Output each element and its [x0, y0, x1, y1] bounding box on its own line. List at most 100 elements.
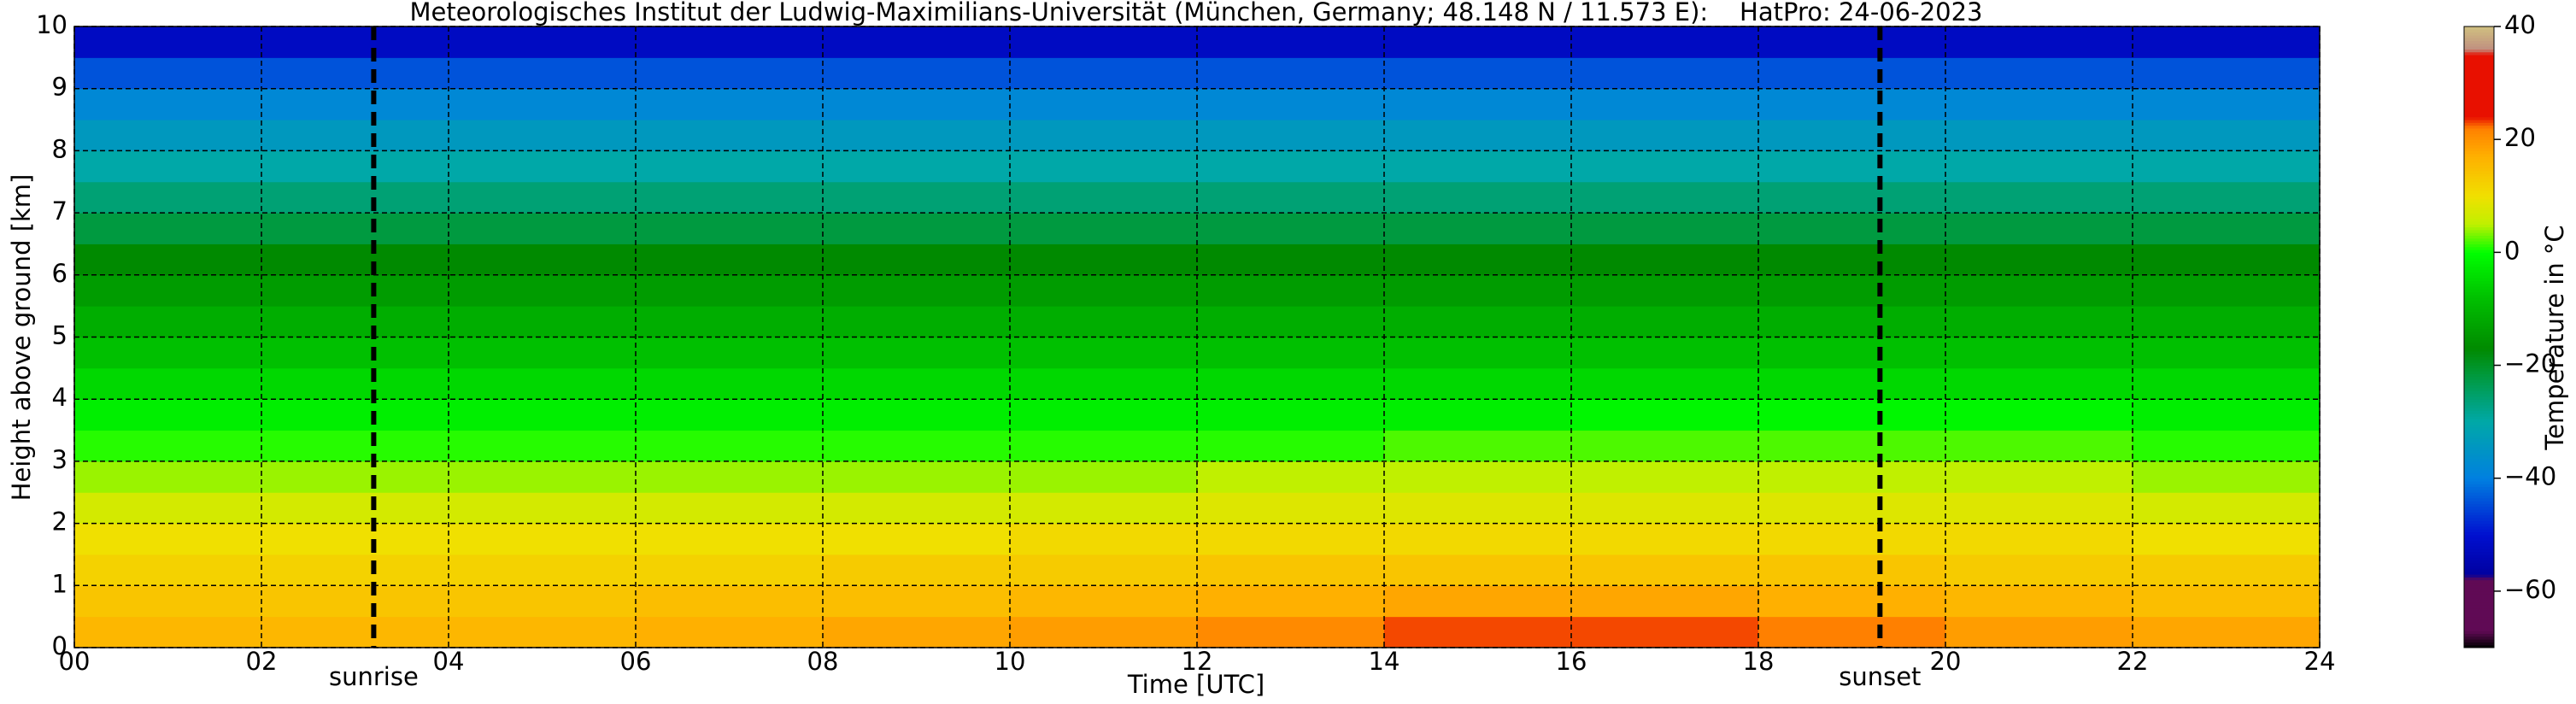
colorbar-cell [2464, 501, 2494, 504]
heatmap-cell [2133, 26, 2321, 58]
colorbar-cell [2464, 328, 2494, 332]
colorbar-cell [2464, 373, 2494, 378]
heatmap-cell [1571, 430, 1759, 462]
colorbar-cell [2464, 79, 2494, 84]
colorbar-cell [2464, 371, 2494, 374]
colorbar-cell [2464, 57, 2494, 62]
heatmap-cell [449, 585, 637, 618]
heatmap-cell [823, 306, 1011, 337]
heatmap-cell [1571, 274, 1759, 307]
heatmap-cell [1758, 26, 1946, 58]
heatmap-cell [2133, 57, 2321, 90]
colorbar-cell [2464, 46, 2494, 50]
heatmap-cell [1758, 430, 1946, 462]
colorbar-tick-label: 0 [2504, 236, 2520, 265]
colorbar-cell [2464, 173, 2494, 177]
colorbar-cell [2464, 198, 2494, 202]
heatmap-cell [636, 616, 824, 648]
heatmap-cell [1945, 26, 2133, 58]
colorbar-cell [2464, 596, 2494, 601]
heatmap-cell [1571, 554, 1759, 586]
heatmap-cell [74, 57, 262, 90]
heatmap-cell [636, 523, 824, 555]
colorbar-cell [2464, 294, 2494, 298]
colorbar-label: Temperature in °C [2540, 225, 2569, 450]
heatmap-cell [1571, 399, 1759, 431]
heatmap-cell [74, 399, 262, 431]
colorbar-cell [2464, 549, 2494, 553]
colorbar-cell [2464, 362, 2494, 367]
colorbar-cell [2464, 481, 2494, 484]
colorbar-cell [2464, 390, 2494, 395]
heatmap-cell [2133, 120, 2321, 151]
heatmap-cell [261, 150, 449, 183]
heatmap-cell [74, 213, 262, 244]
heatmap-cell [1945, 57, 2133, 90]
colorbar-cell [2464, 266, 2494, 270]
heatmap-cell [1758, 213, 1946, 244]
colorbar-cell [2464, 585, 2494, 590]
colorbar-cell [2464, 430, 2494, 434]
heatmap-cell [823, 523, 1011, 555]
x-tick-label: 06 [620, 647, 652, 676]
colorbar-cell [2464, 616, 2494, 620]
heatmap-cell [1945, 88, 2133, 120]
colorbar-cell [2464, 62, 2494, 67]
x-axis-label: Time [UTC] [1127, 670, 1265, 699]
heatmap-cell [2133, 367, 2321, 400]
heatmap-cell [2133, 243, 2321, 276]
colorbar-cell [2464, 512, 2494, 516]
heatmap-cell [1197, 120, 1385, 151]
heatmap-cell [1197, 399, 1385, 431]
colorbar-cell [2464, 116, 2494, 120]
heatmap-cell [1010, 554, 1198, 586]
colorbar-cell [2464, 308, 2494, 313]
colorbar-cell [2464, 204, 2494, 208]
colorbar-cell [2464, 125, 2494, 129]
colorbar-cell [2464, 348, 2494, 352]
colorbar-cell [2464, 34, 2494, 38]
colorbar-cell [2464, 286, 2494, 290]
colorbar-cell [2464, 413, 2494, 417]
colorbar-cell [2464, 497, 2494, 502]
colorbar-cell [2464, 644, 2494, 648]
colorbar-cell [2464, 438, 2494, 443]
heatmap-cell [1010, 150, 1198, 183]
heatmap-cell [74, 616, 262, 648]
heatmap-cell [823, 57, 1011, 90]
y-tick-label: 3 [52, 445, 67, 474]
heatmap-cell [74, 120, 262, 151]
x-tick-label: 04 [433, 647, 465, 676]
x-tick-label: 20 [1930, 647, 1962, 676]
colorbar-cell [2464, 51, 2494, 56]
colorbar-cell [2464, 29, 2494, 33]
colorbar-cell [2464, 514, 2494, 519]
colorbar-cell [2464, 317, 2494, 321]
heatmap-cell [1010, 337, 1198, 369]
y-tick-label: 1 [52, 569, 67, 598]
colorbar-cell [2464, 74, 2494, 78]
colorbar-cell [2464, 486, 2494, 490]
heatmap-cell [1010, 461, 1198, 493]
heatmap-cell [1197, 585, 1385, 618]
colorbar-cell [2464, 272, 2494, 276]
colorbar-cell [2464, 218, 2494, 222]
colorbar-cell [2464, 283, 2494, 287]
colorbar-cell [2464, 150, 2494, 155]
colorbar-cell [2464, 557, 2494, 561]
colorbar-cell [2464, 88, 2494, 92]
heatmap-cell [636, 57, 824, 90]
colorbar-cell [2464, 91, 2494, 95]
heatmap-cell [636, 120, 824, 151]
heatmap-cell [1758, 585, 1946, 618]
colorbar-cell [2464, 607, 2494, 612]
heatmap-cell [1571, 523, 1759, 555]
colorbar-cell [2464, 376, 2494, 380]
colorbar-tick-label: −20 [2504, 349, 2556, 378]
heatmap-cell [1384, 585, 1572, 618]
heatmap-cell [1384, 306, 1572, 337]
colorbar-cell [2464, 492, 2494, 496]
colorbar-cell [2464, 238, 2494, 242]
colorbar-cell [2464, 213, 2494, 216]
colorbar-cell [2464, 416, 2494, 419]
